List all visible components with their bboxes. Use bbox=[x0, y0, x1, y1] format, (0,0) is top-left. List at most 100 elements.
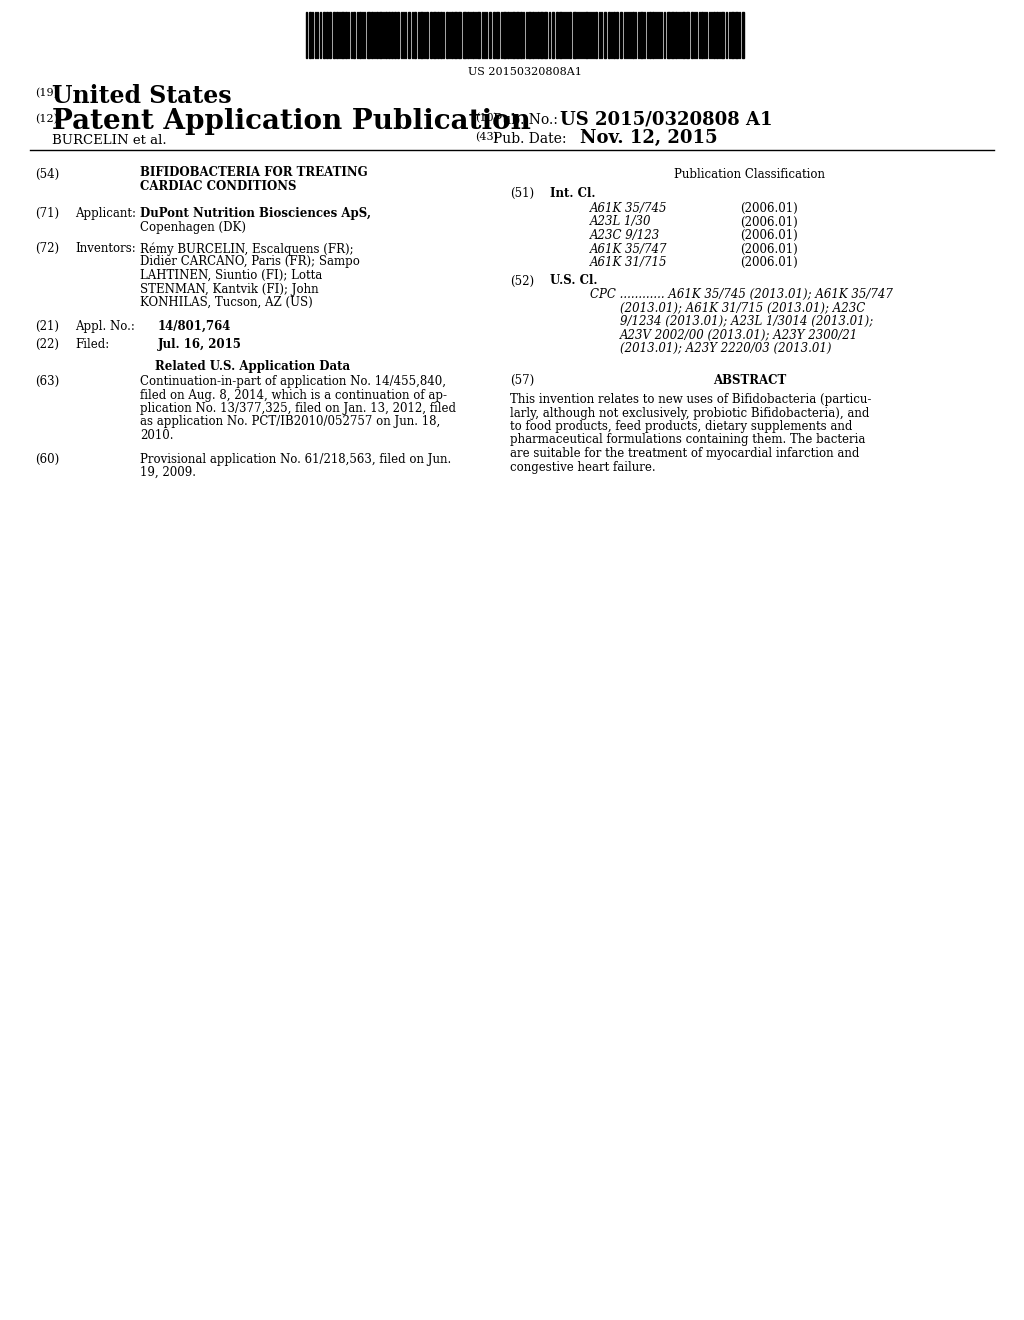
Text: are suitable for the treatment of myocardial infarction and: are suitable for the treatment of myocar… bbox=[510, 447, 859, 459]
Text: (12): (12) bbox=[35, 114, 58, 124]
Bar bbox=[544, 12, 547, 58]
Bar bbox=[329, 12, 331, 58]
Text: Continuation-in-part of application No. 14/455,840,: Continuation-in-part of application No. … bbox=[140, 375, 446, 388]
Text: Provisional application No. 61/218,563, filed on Jun.: Provisional application No. 61/218,563, … bbox=[140, 453, 452, 466]
Bar bbox=[323, 12, 325, 58]
Text: U.S. Cl.: U.S. Cl. bbox=[550, 275, 597, 288]
Bar bbox=[397, 12, 399, 58]
Text: CPC ............ A61K 35/745 (2013.01); A61K 35/747: CPC ............ A61K 35/745 (2013.01); … bbox=[590, 288, 893, 301]
Bar bbox=[345, 12, 347, 58]
Bar bbox=[376, 12, 378, 58]
Bar bbox=[430, 12, 432, 58]
Text: (72): (72) bbox=[35, 242, 59, 255]
Bar bbox=[333, 12, 335, 58]
Bar bbox=[620, 12, 622, 58]
Bar bbox=[716, 12, 718, 58]
Bar bbox=[569, 12, 571, 58]
Bar bbox=[721, 12, 724, 58]
Bar bbox=[537, 12, 539, 58]
Bar bbox=[367, 12, 370, 58]
Bar bbox=[437, 12, 439, 58]
Text: US 20150320808A1: US 20150320808A1 bbox=[468, 67, 582, 77]
Text: (63): (63) bbox=[35, 375, 59, 388]
Text: KONHILAS, Tucson, AZ (US): KONHILAS, Tucson, AZ (US) bbox=[140, 296, 312, 309]
Text: Related U.S. Application Data: Related U.S. Application Data bbox=[155, 360, 350, 374]
Bar bbox=[472, 12, 474, 58]
Text: (2013.01); A61K 31/715 (2013.01); A23C: (2013.01); A61K 31/715 (2013.01); A23C bbox=[620, 301, 865, 314]
Bar bbox=[503, 12, 506, 58]
Bar bbox=[552, 12, 554, 58]
Bar bbox=[414, 12, 416, 58]
Text: Patent Application Publication: Patent Application Publication bbox=[52, 108, 530, 135]
Text: ABSTRACT: ABSTRACT bbox=[714, 374, 786, 387]
Text: Filed:: Filed: bbox=[75, 338, 110, 351]
Text: Applicant:: Applicant: bbox=[75, 207, 136, 220]
Bar bbox=[528, 12, 531, 58]
Text: A23V 2002/00 (2013.01); A23Y 2300/21: A23V 2002/00 (2013.01); A23Y 2300/21 bbox=[620, 329, 858, 342]
Bar bbox=[359, 12, 361, 58]
Text: to food products, feed products, dietary supplements and: to food products, feed products, dietary… bbox=[510, 420, 852, 433]
Bar bbox=[426, 12, 428, 58]
Text: (19): (19) bbox=[35, 88, 58, 98]
Bar bbox=[446, 12, 449, 58]
Bar bbox=[516, 12, 519, 58]
Text: Appl. No.:: Appl. No.: bbox=[75, 319, 135, 333]
Text: A61K 35/745: A61K 35/745 bbox=[590, 202, 668, 215]
Text: Copenhagen (DK): Copenhagen (DK) bbox=[140, 220, 246, 234]
Text: A61K 31/715: A61K 31/715 bbox=[590, 256, 668, 269]
Bar bbox=[595, 12, 597, 58]
Bar bbox=[632, 12, 634, 58]
Bar bbox=[640, 12, 643, 58]
Bar bbox=[391, 12, 393, 58]
Text: (43): (43) bbox=[475, 132, 498, 143]
Text: DuPont Nutrition Biosciences ApS,: DuPont Nutrition Biosciences ApS, bbox=[140, 207, 371, 220]
Text: 19, 2009.: 19, 2009. bbox=[140, 466, 196, 479]
Bar bbox=[512, 12, 515, 58]
Text: (54): (54) bbox=[35, 168, 59, 181]
Text: larly, although not exclusively, probiotic Bifidobacteria), and: larly, although not exclusively, probiot… bbox=[510, 407, 869, 420]
Bar bbox=[671, 12, 674, 58]
Bar bbox=[496, 12, 499, 58]
Text: Rémy BURCELIN, Escalquens (FR);: Rémy BURCELIN, Escalquens (FR); bbox=[140, 242, 353, 256]
Bar bbox=[440, 12, 442, 58]
Text: (22): (22) bbox=[35, 338, 59, 351]
Bar bbox=[540, 12, 543, 58]
Text: (2013.01); A23Y 2220/03 (2013.01): (2013.01); A23Y 2220/03 (2013.01) bbox=[620, 342, 831, 355]
Text: congestive heart failure.: congestive heart failure. bbox=[510, 461, 655, 474]
Bar bbox=[556, 12, 558, 58]
Bar bbox=[613, 12, 615, 58]
Text: (10): (10) bbox=[475, 114, 498, 123]
Text: Pub. Date:: Pub. Date: bbox=[493, 132, 566, 147]
Bar bbox=[388, 12, 390, 58]
Text: Int. Cl.: Int. Cl. bbox=[550, 187, 596, 201]
Bar bbox=[463, 12, 466, 58]
Text: This invention relates to new uses of Bifidobacteria (particu-: This invention relates to new uses of Bi… bbox=[510, 393, 871, 407]
Bar bbox=[385, 12, 387, 58]
Text: (2006.01): (2006.01) bbox=[740, 202, 798, 215]
Text: (2006.01): (2006.01) bbox=[740, 256, 798, 269]
Bar bbox=[336, 12, 338, 58]
Text: (57): (57) bbox=[510, 374, 535, 387]
Text: (2006.01): (2006.01) bbox=[740, 228, 798, 242]
Text: Inventors:: Inventors: bbox=[75, 242, 136, 255]
Bar bbox=[489, 12, 490, 58]
Text: (2006.01): (2006.01) bbox=[740, 243, 798, 256]
Text: Jul. 16, 2015: Jul. 16, 2015 bbox=[158, 338, 242, 351]
Bar bbox=[742, 12, 744, 58]
Text: Nov. 12, 2015: Nov. 12, 2015 bbox=[580, 129, 718, 147]
Text: (2006.01): (2006.01) bbox=[740, 215, 798, 228]
Text: plication No. 13/377,325, filed on Jan. 13, 2012, filed: plication No. 13/377,325, filed on Jan. … bbox=[140, 403, 456, 414]
Bar bbox=[507, 12, 509, 58]
Bar bbox=[532, 12, 534, 58]
Text: Didier CARCANO, Paris (FR); Sampo: Didier CARCANO, Paris (FR); Sampo bbox=[140, 256, 359, 268]
Text: as application No. PCT/IB2010/052757 on Jun. 18,: as application No. PCT/IB2010/052757 on … bbox=[140, 416, 440, 429]
Text: BURCELIN et al.: BURCELIN et al. bbox=[52, 135, 167, 147]
Text: STENMAN, Kantvik (FI); John: STENMAN, Kantvik (FI); John bbox=[140, 282, 318, 296]
Bar bbox=[371, 12, 373, 58]
Text: BIFIDOBACTERIA FOR TREATING: BIFIDOBACTERIA FOR TREATING bbox=[140, 166, 368, 180]
Text: CARDIAC CONDITIONS: CARDIAC CONDITIONS bbox=[140, 180, 297, 193]
Text: Publication Classification: Publication Classification bbox=[675, 168, 825, 181]
Bar bbox=[326, 12, 328, 58]
Bar bbox=[649, 12, 651, 58]
Bar bbox=[731, 12, 734, 58]
